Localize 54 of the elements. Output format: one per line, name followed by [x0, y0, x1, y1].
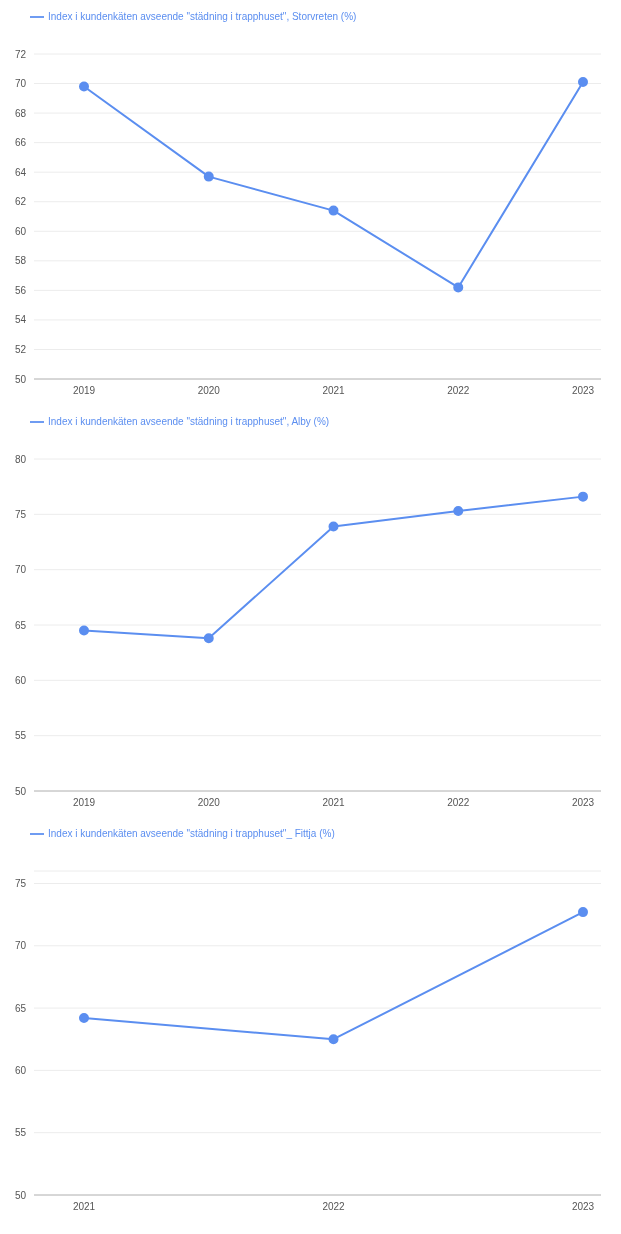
point [203, 171, 214, 182]
x-tick-label: 2021 [322, 797, 346, 809]
point [79, 625, 89, 636]
y-tick-label: 65 [14, 619, 27, 631]
y-tick-label: 68 [14, 107, 27, 119]
x-tick-label: 2021 [72, 1201, 96, 1213]
x-tick-label: 2021 [322, 385, 346, 397]
y-tick-label: 70 [14, 564, 27, 576]
y-tick-label: 50 [14, 785, 27, 797]
y-tick-label: 58 [14, 255, 27, 267]
y-tick-label: 75 [14, 878, 27, 890]
point [328, 1034, 339, 1045]
y-tick-label: 55 [14, 730, 27, 742]
y-tick-label: 56 [14, 284, 27, 296]
y-tick-label: 52 [14, 344, 27, 355]
legend-label: Index i kundenkäten avseende "städning i trapphuset", Storvreten (%) [48, 10, 357, 22]
point [453, 282, 464, 293]
point [203, 633, 214, 644]
y-tick-label: 70 [14, 78, 27, 90]
point [328, 521, 339, 532]
x-tick-label: 2022 [447, 385, 470, 397]
x-tick-label: 2023 [571, 385, 595, 397]
y-tick-label: 62 [14, 196, 27, 208]
y-tick-label: 55 [14, 1127, 27, 1139]
y-tick-label: 50 [14, 1189, 27, 1201]
y-tick-label: 60 [14, 674, 27, 686]
x-tick-label: 2023 [571, 797, 595, 809]
point [578, 77, 588, 88]
y-tick-label: 70 [14, 940, 27, 952]
point [578, 491, 588, 502]
y-tick-label: 65 [14, 1002, 27, 1014]
y-tick-label: 66 [14, 137, 27, 149]
y-tick-label: 50 [14, 373, 27, 385]
point [453, 506, 464, 517]
x-tick-label: 2020 [197, 385, 221, 397]
x-tick-label: 2022 [322, 1201, 346, 1213]
point [578, 907, 588, 918]
x-tick-label: 2020 [197, 797, 221, 809]
y-tick-label: 75 [14, 508, 27, 520]
point [79, 81, 89, 92]
point [328, 205, 339, 216]
y-tick-label: 60 [14, 225, 27, 237]
x-tick-label: 2019 [72, 797, 96, 809]
x-tick-label: 2019 [72, 385, 96, 397]
y-tick-label: 60 [14, 1064, 27, 1076]
y-tick-label: 72 [14, 48, 27, 60]
y-tick-label: 54 [14, 314, 27, 326]
y-tick-label: 80 [14, 453, 27, 465]
legend-label: Index i kundenkäten avseende "städning i trapphuset"_ Fittja (%) [48, 827, 335, 839]
x-tick-label: 2023 [571, 1201, 595, 1213]
legend-label: Index i kundenkäten avseende "städning i trapphuset", Alby (%) [48, 415, 330, 427]
point [79, 1013, 89, 1024]
x-tick-label: 2022 [447, 797, 470, 809]
y-tick-label: 64 [14, 166, 27, 178]
